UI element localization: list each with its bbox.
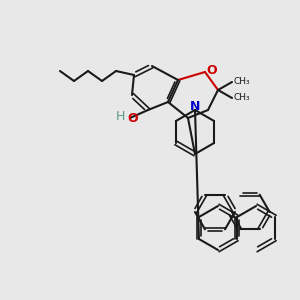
Text: O: O bbox=[128, 112, 138, 124]
Text: N: N bbox=[190, 100, 200, 113]
Text: CH₃: CH₃ bbox=[234, 77, 250, 86]
Text: CH₃: CH₃ bbox=[234, 94, 250, 103]
Text: O: O bbox=[207, 64, 217, 76]
Text: H: H bbox=[115, 110, 125, 122]
